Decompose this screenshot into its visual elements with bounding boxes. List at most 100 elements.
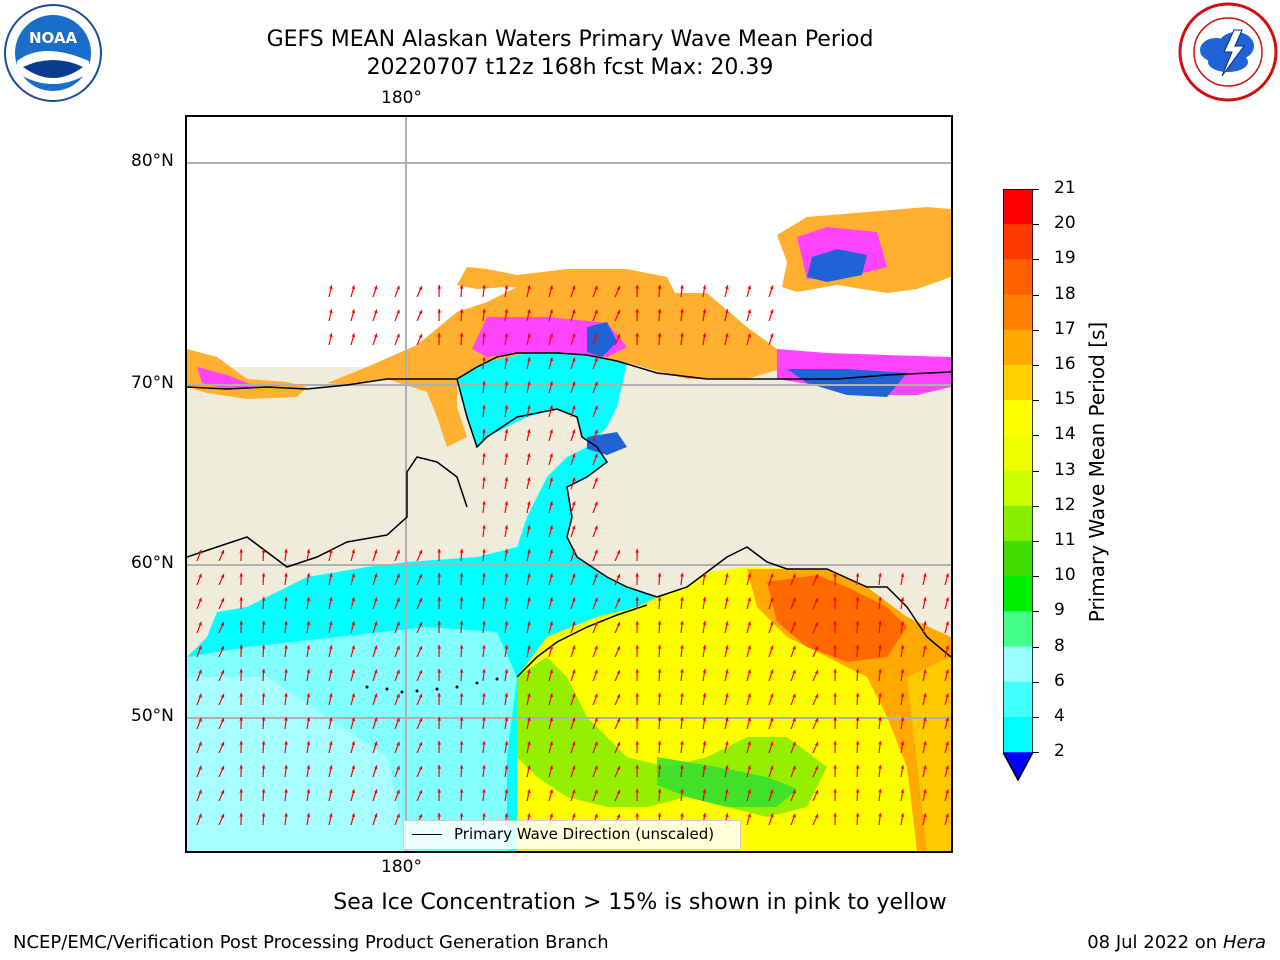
wave-arrow-head [261, 741, 266, 745]
wave-arrow-head [594, 549, 598, 554]
wave-arrow-head [373, 765, 378, 770]
wave-arrow-head [657, 717, 662, 721]
wave-arrow-head [616, 790, 621, 794]
wave-arrow-head [549, 333, 554, 338]
wave-arrow-head [527, 333, 531, 338]
wave-arrow-head [504, 309, 509, 313]
wave-arrow-head [220, 646, 225, 650]
wave-arrow-head [527, 789, 531, 794]
wave-arrow-head [747, 285, 752, 290]
wave-arrow-head [616, 334, 621, 338]
wave-arrow-head [504, 597, 509, 601]
wave-arrow-head [351, 789, 356, 794]
wave-arrow-head [239, 645, 244, 649]
wave-arrow-head [549, 765, 554, 770]
wave-arrow-head [396, 813, 400, 818]
lon-label-bottom: 180° [381, 857, 422, 877]
sea-gulf-redorange [767, 575, 907, 662]
wave-arrow-head [482, 573, 486, 577]
lat-label-60: 60°N [131, 553, 174, 573]
wave-arrow-head [437, 813, 442, 817]
wave-arrow-head [373, 741, 378, 746]
ice-north-east-blue [807, 249, 867, 282]
wave-arrow-head [351, 597, 356, 602]
wave-arrow-head [594, 477, 598, 482]
wave-arrow-head [329, 813, 333, 818]
wave-arrow-head [571, 333, 576, 338]
wave-arrow-head [418, 718, 423, 722]
wave-arrow-head [373, 645, 378, 650]
wave-arrow-head [373, 813, 378, 818]
wave-arrow-head [945, 717, 950, 722]
wave-arrow-head [833, 645, 838, 649]
colorbar-tick-label: 17 [1054, 318, 1076, 339]
wave-arrow-head [702, 693, 707, 697]
wave-arrow-head [329, 333, 333, 338]
colorbar-swatch [1003, 189, 1033, 225]
wave-arrow-head [769, 621, 774, 626]
wave-arrow-head [814, 718, 819, 722]
wave-arrow-head [418, 574, 423, 578]
wave-arrow-head [198, 645, 202, 650]
wave-arrow-head [396, 645, 400, 650]
wave-arrow-head [482, 789, 486, 793]
wave-arrow-head [833, 621, 838, 625]
wave-arrow-head [504, 357, 509, 361]
wave-arrow-head [351, 693, 356, 698]
wave-arrow-head [900, 621, 905, 625]
wave-arrow-head [261, 669, 266, 673]
wave-arrow-head [635, 333, 640, 337]
wave-arrow-head [814, 646, 819, 650]
wave-arrow-head [594, 597, 598, 602]
wave-arrow-head [459, 333, 464, 337]
wave-arrow-head [792, 621, 796, 626]
colorbar-tick-label: 18 [1054, 283, 1076, 304]
wave-arrow-head [878, 741, 882, 745]
wave-arrow-head [329, 549, 333, 554]
wave-arrow-head [437, 333, 442, 337]
wave-arrow-head [396, 741, 400, 746]
map-canvas [187, 117, 951, 851]
wave-arrow-head [418, 694, 423, 698]
wave-arrow-head [635, 573, 640, 577]
wave-arrow-head [239, 765, 244, 769]
wave-arrow-head [482, 621, 486, 625]
colorbar-tick-label: 14 [1054, 424, 1076, 445]
wave-arrow-head [437, 741, 442, 745]
wave-arrow-head [527, 693, 531, 698]
wave-arrow-head [284, 573, 288, 577]
wave-arrow-head [549, 381, 554, 386]
wave-arrow-head [527, 765, 531, 770]
wave-arrow-head [549, 789, 554, 794]
norton-sound-blue [587, 432, 627, 455]
wave-arrow-head [351, 645, 356, 650]
wave-arrow-head [527, 429, 531, 434]
wave-arrow-head [594, 333, 598, 338]
wave-arrow-head [504, 573, 509, 577]
colorbar-swatch [1003, 681, 1033, 718]
wave-arrow-head [329, 309, 333, 314]
wave-arrow-head [351, 669, 356, 674]
wave-arrow-head [220, 550, 225, 554]
wave-arrow-head [261, 813, 266, 817]
wave-arrow-head [527, 813, 531, 818]
wave-arrow-head [527, 717, 531, 722]
wave-arrow-head [635, 669, 640, 673]
wave-arrow-head [306, 645, 311, 649]
wave-arrow-head [373, 669, 378, 674]
chart-title-line2: 20220707 t12z 168h fcst Max: 20.39 [366, 55, 774, 80]
wave-arrow-head [549, 285, 554, 290]
colorbar-tick-label: 9 [1054, 600, 1065, 621]
wave-arrow-head [220, 622, 225, 626]
wave-arrow-head [769, 597, 774, 602]
wave-arrow-head [878, 693, 882, 697]
wave-arrow-head [725, 693, 729, 698]
lat-label-70: 70°N [131, 373, 174, 393]
colorbar-tick-mark [1033, 294, 1039, 296]
colorbar-tick-label: 4 [1054, 706, 1065, 726]
wave-arrow-head [571, 285, 576, 290]
wave-arrow-head [725, 645, 729, 650]
wave-arrow-head [594, 621, 598, 626]
footer-date: 08 Jul 2022 on [1087, 932, 1223, 953]
wave-arrow-head [680, 597, 684, 601]
